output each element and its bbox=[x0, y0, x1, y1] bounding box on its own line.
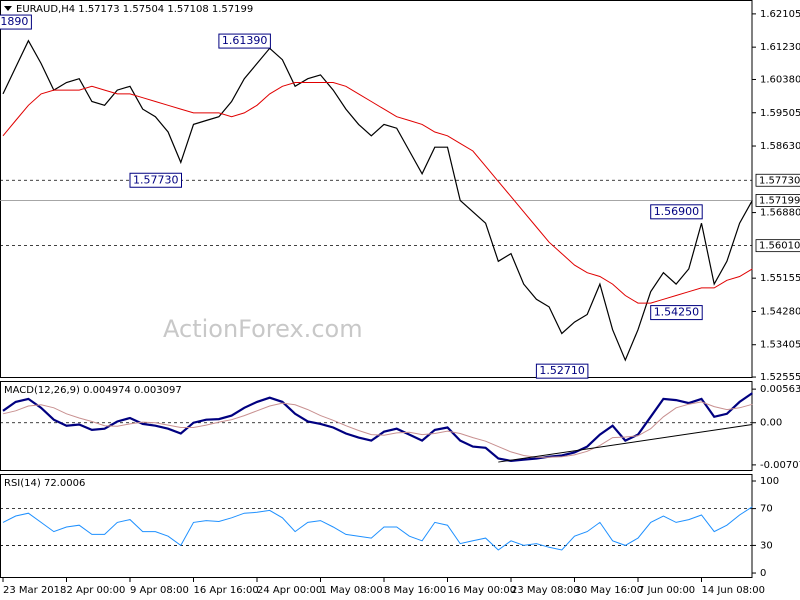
annotation-box bbox=[0, 14, 32, 30]
y-tick-label: 1.61230 bbox=[760, 42, 800, 53]
panel-frame bbox=[0, 0, 753, 378]
y-tick-label: 1.58630 bbox=[760, 141, 800, 152]
x-tick-label: 16 Apr 16:00 bbox=[194, 585, 259, 596]
level-label: 1.57199 bbox=[759, 195, 800, 206]
level-label-box bbox=[755, 173, 800, 187]
x-tick-label: 16 May 00:00 bbox=[448, 585, 517, 596]
x-tick-label: 1 May 08:00 bbox=[321, 585, 383, 596]
annotation-label: 1.61390 bbox=[222, 34, 268, 47]
x-tick-label: 9 Apr 08:00 bbox=[130, 585, 189, 596]
y-tick-label: 0 bbox=[760, 568, 766, 579]
y-tick-label: 70 bbox=[760, 504, 773, 515]
series-line bbox=[2, 82, 753, 304]
annotation-label: 1.52710 bbox=[539, 364, 585, 377]
y-tick-label: 1.54280 bbox=[760, 306, 800, 317]
watermark: ActionForex.com bbox=[163, 315, 363, 343]
y-tick-label: 1.60380 bbox=[760, 74, 800, 85]
annotation-label: 1.56900 bbox=[654, 205, 700, 218]
x-tick-label: 23 May 08:00 bbox=[511, 585, 580, 596]
annotation-label: 1.61890 bbox=[0, 15, 28, 28]
x-tick-label: 8 May 16:00 bbox=[384, 585, 446, 596]
y-tick-label: 0.005636 bbox=[760, 384, 800, 395]
panel-title: MACD(12,26,9) 0.004974 0.003097 bbox=[4, 385, 182, 396]
x-tick-label: 7 Jun 00:00 bbox=[638, 585, 695, 596]
y-tick-label: 1.52555 bbox=[760, 372, 800, 383]
annotation-label: 1.57730 bbox=[133, 173, 179, 186]
annotation-box bbox=[650, 204, 703, 220]
y-tick-label: 30 bbox=[760, 540, 773, 551]
panel-frame bbox=[0, 381, 753, 471]
y-tick-label: 100 bbox=[760, 476, 779, 487]
y-tick-label: -0.007075 bbox=[760, 460, 800, 471]
y-tick-label: 1.53405 bbox=[760, 340, 800, 351]
series-line bbox=[2, 401, 753, 458]
annotation-box bbox=[129, 172, 182, 188]
level-label: 1.56010 bbox=[759, 241, 800, 252]
annotation-box bbox=[650, 305, 703, 321]
y-tick-label: 1.56880 bbox=[760, 208, 800, 219]
y-tick-label: 1.62105 bbox=[760, 9, 800, 20]
trendline bbox=[498, 424, 753, 463]
menu-triangle bbox=[4, 6, 12, 11]
y-tick-label: 0.00 bbox=[760, 418, 782, 429]
level-label: 1.57730 bbox=[759, 175, 800, 186]
y-tick-label: 1.55155 bbox=[760, 273, 800, 284]
panel-title: EURAUD,H4 1.57173 1.57504 1.57108 1.5719… bbox=[16, 4, 253, 15]
x-tick-label: 23 Mar 2018 bbox=[3, 585, 66, 596]
annotation-box bbox=[218, 33, 271, 49]
series-line bbox=[2, 506, 753, 551]
x-tick-label: 2 Apr 00:00 bbox=[67, 585, 126, 596]
panel-title: RSI(14) 72.0006 bbox=[4, 478, 85, 489]
panel-frame bbox=[0, 474, 753, 578]
annotation-label: 1.54250 bbox=[654, 306, 700, 319]
level-label-box bbox=[755, 194, 800, 207]
series-line bbox=[2, 39, 753, 362]
y-tick-label: 1.59505 bbox=[760, 108, 800, 119]
level-label-box bbox=[755, 239, 800, 253]
x-tick-label: 14 Jun 08:00 bbox=[702, 585, 766, 596]
annotation-box bbox=[535, 363, 589, 379]
x-tick-label: 30 May 16:00 bbox=[575, 585, 644, 596]
x-tick-label: 24 Apr 00:00 bbox=[257, 585, 322, 596]
series-line bbox=[2, 392, 753, 463]
